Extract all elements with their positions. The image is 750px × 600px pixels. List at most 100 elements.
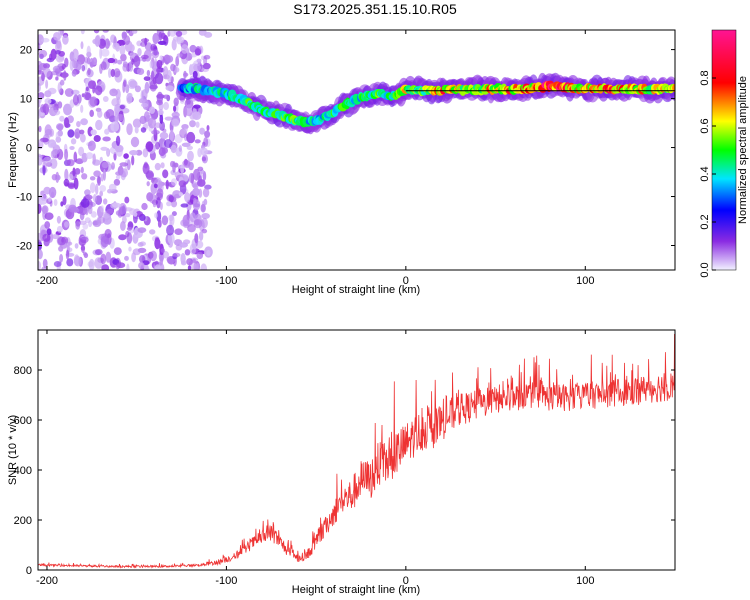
colorbar-tick-label: 0.4: [699, 166, 711, 181]
noise-blob: [38, 99, 41, 108]
noise-blob: [121, 31, 127, 39]
noise-blob: [75, 158, 84, 165]
noise-blob: [72, 167, 76, 177]
noise-blob: [201, 217, 208, 229]
noise-blob: [50, 150, 56, 159]
noise-blob: [133, 212, 138, 217]
noise-blob: [111, 162, 115, 170]
noise-blob: [173, 105, 177, 112]
noise-blob: [166, 224, 175, 236]
noise-blob: [79, 236, 89, 243]
noise-blob: [80, 118, 88, 126]
noise-blob: [74, 243, 79, 249]
noise-blob: [47, 87, 57, 95]
noise-blob: [202, 62, 211, 70]
noise-blob: [170, 144, 177, 154]
noise-blob: [38, 156, 42, 165]
noise-blob: [178, 180, 187, 188]
noise-blob: [108, 68, 112, 78]
noise-blob: [38, 249, 43, 260]
noise-blob: [186, 131, 196, 144]
noise-blob: [206, 249, 211, 257]
noise-blob: [80, 166, 84, 174]
spectrogram-x-axis: -200 -100 0 100: [36, 30, 594, 287]
noise-blob: [113, 68, 121, 78]
noise-blob: [90, 211, 97, 218]
noise-blob: [56, 215, 62, 224]
noise-blob: [192, 168, 201, 181]
noise-blob: [149, 250, 157, 262]
noise-blob: [104, 38, 111, 49]
noise-blob: [94, 85, 103, 96]
noise-blob: [157, 40, 167, 46]
snr-frame: [37, 329, 676, 571]
x-tick-label: 100: [576, 575, 594, 587]
noise-blob: [51, 174, 58, 181]
noise-blob: [153, 183, 158, 189]
noise-blob: [161, 215, 169, 226]
noise-blob: [94, 35, 101, 47]
noise-blob: [41, 266, 47, 270]
noise-blob: [80, 104, 84, 113]
noise-blob: [204, 130, 211, 138]
noise-blob: [56, 174, 61, 181]
noise-blob: [44, 98, 52, 105]
noise-blob: [129, 150, 138, 156]
spectrogram-frame: [37, 29, 676, 271]
noise-blob: [102, 96, 109, 102]
noise-blob: [130, 136, 140, 148]
snr-series: [38, 333, 675, 569]
noise-blob: [42, 233, 51, 242]
y-tick-label: 400: [14, 465, 32, 477]
noise-blob: [168, 195, 174, 203]
noise-blob: [84, 56, 88, 64]
noise-blob: [104, 228, 112, 239]
noise-blob: [156, 59, 163, 69]
noise-blob: [42, 258, 48, 269]
noise-blob: [126, 123, 133, 136]
noise-blob: [64, 221, 69, 228]
noise-blob: [68, 204, 77, 213]
noise-blob: [81, 93, 85, 98]
noise-blob: [80, 30, 85, 35]
noise-blob: [122, 81, 126, 93]
noise-blob: [166, 69, 172, 82]
noise-blob: [186, 258, 194, 266]
noise-blob: [172, 161, 176, 173]
noise-blob: [129, 52, 136, 58]
noise-blob: [160, 248, 166, 254]
noise-blob: [154, 58, 158, 68]
noise-blob: [134, 126, 139, 134]
noise-blob: [64, 148, 69, 161]
noise-blob: [66, 159, 75, 167]
noise-blob: [140, 41, 147, 47]
noise-blob: [133, 55, 141, 68]
noise-blob: [180, 260, 187, 266]
noise-blob: [44, 129, 53, 138]
noise-blob: [141, 54, 149, 60]
noise-blob: [50, 142, 57, 148]
noise-blob: [203, 198, 208, 206]
noise-blob: [73, 52, 79, 62]
noise-blob: [190, 173, 194, 185]
noise-blob: [111, 98, 120, 107]
noise-blob: [67, 173, 74, 181]
noise-blob: [159, 254, 164, 266]
noise-blob: [53, 199, 58, 206]
noise-blob: [198, 231, 204, 241]
noise-blob: [194, 48, 202, 56]
noise-blob: [180, 203, 189, 208]
x-tick-label: 100: [576, 275, 594, 287]
noise-blob: [119, 104, 126, 110]
noise-blob: [123, 153, 129, 159]
noise-blob: [153, 127, 157, 135]
noise-blob: [89, 182, 96, 194]
noise-blob: [50, 48, 57, 61]
noise-blob: [88, 80, 96, 89]
noise-blob: [126, 263, 130, 270]
noise-blob: [201, 213, 211, 219]
noise-blob: [100, 253, 107, 265]
noise-blobs: [38, 30, 213, 270]
